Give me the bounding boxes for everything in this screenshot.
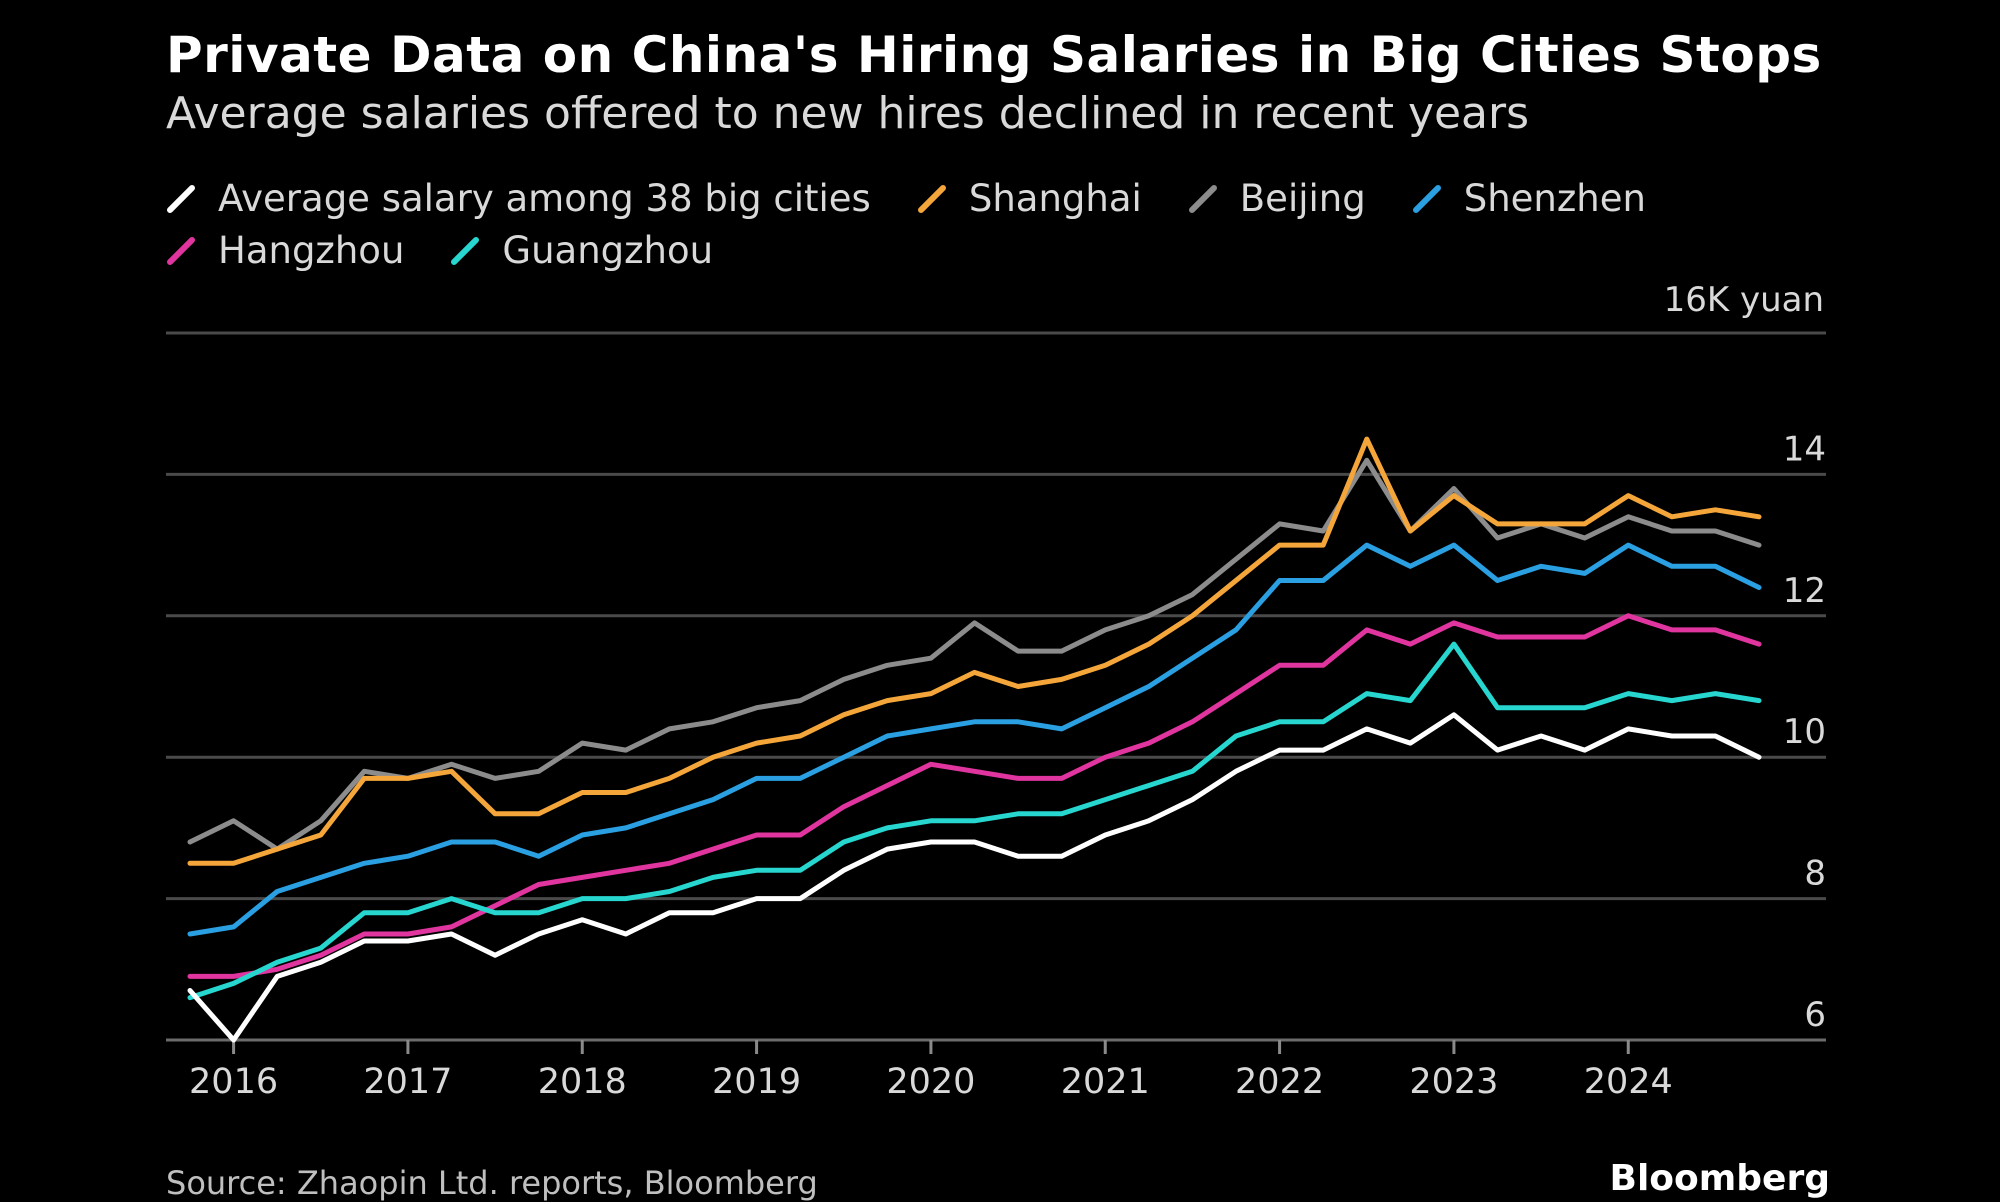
chart-legend: Average salary among 38 big cities Shang… (166, 172, 1866, 276)
series-line-2 (187, 457, 1762, 852)
legend-swatch-line (167, 237, 195, 265)
series-line-1 (187, 436, 1762, 866)
legend-swatch (450, 235, 480, 265)
legend-item-average: Average salary among 38 big cities (166, 177, 871, 220)
legend-item-beijing: Beijing (1188, 177, 1366, 220)
legend-label: Guangzhou (502, 228, 714, 272)
x-tick-label: 2021 (1061, 1062, 1150, 1102)
x-tick-label: 2018 (538, 1062, 627, 1102)
x-tick-label: 2020 (886, 1062, 975, 1102)
legend-swatch (917, 183, 947, 213)
legend-swatch (166, 183, 196, 213)
y-unit-label: 16K yuan (1663, 280, 1824, 320)
chart-title: Private Data on China's Hiring Salaries … (166, 26, 1822, 84)
y-tick-label: 12 (1783, 571, 1826, 611)
legend-item-shenzhen: Shenzhen (1412, 177, 1646, 220)
legend-swatch-mark (917, 185, 946, 213)
legend-item-hangzhou: Hangzhou (166, 229, 404, 272)
legend-swatch (1412, 183, 1442, 213)
y-tick-label: 10 (1783, 712, 1826, 752)
legend-swatch (1188, 183, 1218, 213)
legend-swatch-line (1412, 185, 1441, 213)
legend-row-1: Average salary among 38 big cities Shang… (166, 172, 1866, 224)
y-tick-label: 14 (1783, 429, 1826, 469)
legend-item-shanghai: Shanghai (917, 177, 1142, 220)
y-tick-label: 8 (1804, 854, 1826, 894)
brand-logo-text: Bloomberg (1609, 1158, 1830, 1199)
legend-label: Shanghai (968, 176, 1142, 220)
legend-label: Hangzhou (218, 228, 405, 272)
legend-label: Beijing (1239, 176, 1366, 220)
legend-swatch-mark (1412, 185, 1441, 213)
legend-row-2: Hangzhou Guangzhou (166, 224, 1866, 276)
legend-swatch-mark (451, 237, 480, 265)
chart-subtitle: Average salaries offered to new hires de… (166, 88, 1530, 139)
y-tick-label: 6 (1804, 995, 1826, 1035)
series-line-0 (187, 712, 1762, 1043)
x-tick-label: 2016 (189, 1062, 278, 1102)
legend-label: Shenzhen (1463, 176, 1646, 220)
x-tick-label: 2024 (1584, 1062, 1673, 1102)
legend-swatch-line (167, 185, 195, 213)
series-line-4 (187, 613, 1762, 979)
legend-swatch-mark (167, 237, 195, 265)
legend-swatch-line (917, 185, 946, 213)
legend-label: Average salary among 38 big cities (218, 176, 871, 220)
x-tick-label: 2017 (363, 1062, 452, 1102)
source-note: Source: Zhaopin Ltd. reports, Bloomberg (166, 1164, 818, 1202)
x-tick-label: 2019 (712, 1062, 801, 1102)
legend-swatch-mark (167, 185, 195, 213)
x-tick-label: 2023 (1409, 1062, 1498, 1102)
series-line-5 (187, 641, 1762, 1001)
legend-swatch-line (1188, 185, 1217, 213)
legend-swatch-line (451, 237, 480, 265)
legend-item-guangzhou: Guangzhou (450, 229, 713, 272)
series-line-3 (187, 542, 1762, 937)
legend-swatch-mark (1188, 185, 1217, 213)
legend-swatch (166, 235, 196, 265)
x-tick-label: 2022 (1235, 1062, 1324, 1102)
